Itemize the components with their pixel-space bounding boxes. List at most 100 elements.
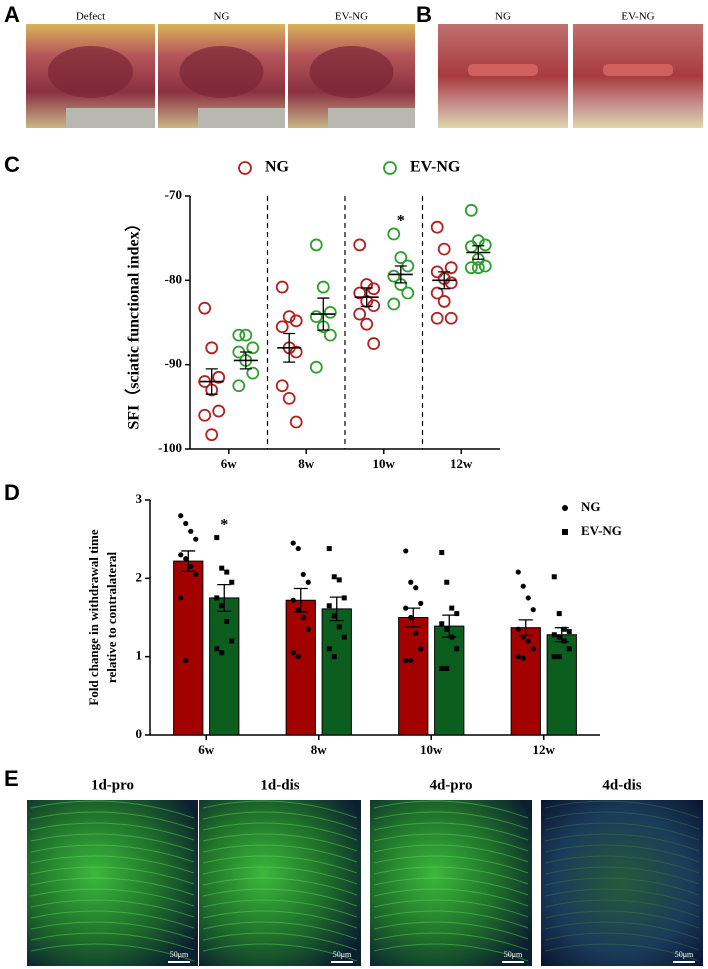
point: [464, 240, 478, 254]
y-tick-label: -80: [165, 271, 182, 286]
point: [326, 646, 332, 652]
point: [413, 630, 419, 636]
fiber: [30, 844, 195, 863]
fiber: [30, 800, 195, 819]
point: [525, 638, 531, 644]
fiber: [202, 811, 358, 830]
point: [212, 370, 226, 384]
point: [444, 626, 450, 632]
point: [556, 611, 562, 617]
point: [212, 404, 226, 418]
fiber: [202, 932, 358, 951]
photo-label: EV-NG: [621, 11, 654, 23]
fiber: [30, 822, 195, 841]
point: [478, 259, 492, 273]
legend-label: EV-NG: [410, 159, 461, 176]
fiber: [544, 877, 700, 896]
fiber: [202, 822, 358, 841]
point: [275, 320, 289, 334]
point: [295, 607, 301, 613]
y-axis-label: relative to contralateral: [104, 552, 119, 684]
micrograph-label: 4d-pro: [429, 777, 472, 793]
fiber: [202, 800, 358, 819]
x-tick-label: 6w: [198, 742, 215, 757]
bar: [510, 627, 541, 736]
point: [331, 574, 337, 580]
point: [566, 646, 572, 652]
fiber: [373, 932, 529, 951]
fiber: [544, 855, 700, 874]
point: [439, 621, 445, 627]
fiber: [202, 888, 358, 907]
fiber: [30, 855, 195, 874]
fiber: [373, 899, 529, 918]
point: [336, 577, 342, 583]
fiber: [30, 921, 195, 940]
point: [183, 520, 189, 527]
scale-bar-label: 50μm: [504, 950, 523, 959]
point: [444, 579, 450, 585]
point: [275, 280, 289, 294]
micrograph: [27, 800, 198, 966]
point: [408, 657, 414, 664]
point: [300, 571, 306, 578]
point: [430, 311, 444, 325]
photo-detail: [603, 64, 673, 76]
micrograph-label: 4d-dis: [602, 777, 641, 793]
point: [309, 238, 323, 252]
fiber: [30, 932, 195, 951]
bar: [398, 617, 429, 736]
point: [229, 638, 235, 644]
fiber: [373, 943, 529, 962]
fiber: [30, 910, 195, 929]
fiber: [202, 921, 358, 940]
point: [515, 626, 521, 632]
micrograph-label: 1d-dis: [260, 777, 299, 793]
annotation: *: [397, 213, 405, 230]
point: [289, 415, 303, 429]
x-tick-label: 8w: [311, 742, 328, 757]
point: [454, 611, 460, 617]
point: [219, 603, 225, 609]
fiber: [373, 855, 529, 874]
bar: [173, 560, 204, 736]
point: [439, 549, 445, 555]
fiber: [544, 800, 700, 819]
point: [198, 408, 212, 422]
y-tick-label: -70: [165, 187, 182, 202]
fiber: [544, 811, 700, 830]
x-tick-label: 12w: [450, 456, 473, 471]
fiber: [544, 888, 700, 907]
photo-detail: [309, 46, 394, 98]
y-axis-label: Fold change in withdrawal time: [86, 529, 101, 705]
point: [515, 569, 521, 575]
fiber: [202, 910, 358, 929]
point: [464, 261, 478, 275]
fiber: [544, 899, 700, 918]
point: [530, 646, 536, 652]
point: [224, 569, 230, 575]
point: [551, 574, 557, 580]
panel-label: E: [4, 766, 19, 791]
y-axis-label: SFI（sciatic functional index）: [125, 215, 143, 429]
point: [341, 634, 347, 640]
fiber: [202, 855, 358, 874]
point: [566, 629, 572, 635]
bar: [209, 597, 240, 736]
point: [561, 626, 567, 632]
point: [326, 546, 332, 552]
fiber: [202, 943, 358, 962]
point: [246, 366, 260, 380]
micrograph: [370, 800, 532, 966]
y-tick-label: -90: [165, 356, 182, 371]
point: [430, 220, 444, 234]
ruler: [198, 108, 285, 128]
panel-label: A: [4, 2, 20, 27]
point: [214, 646, 220, 652]
bar: [321, 608, 352, 736]
fiber: [373, 811, 529, 830]
point: [290, 650, 296, 656]
fiber: [202, 899, 358, 918]
point: [336, 624, 342, 630]
point: [214, 535, 220, 541]
